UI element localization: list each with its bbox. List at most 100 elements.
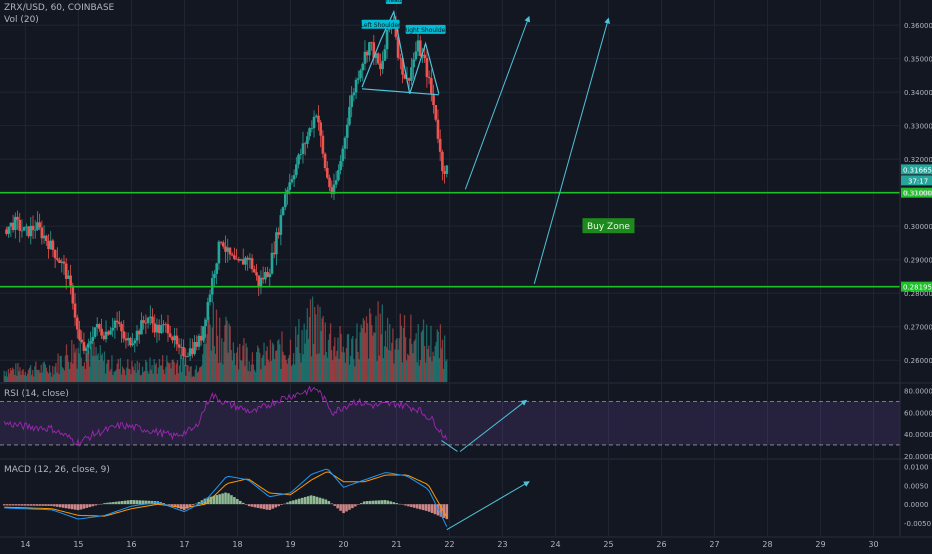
candle-body xyxy=(38,222,41,228)
volume-bar xyxy=(404,337,407,382)
macd-histogram-bar xyxy=(244,504,248,505)
macd-histogram-bar xyxy=(141,500,145,505)
candle-body xyxy=(124,338,128,341)
candle-body xyxy=(252,269,256,273)
volume-bar xyxy=(59,355,61,382)
macd-histogram-bar xyxy=(236,499,239,505)
x-tick-label: 17 xyxy=(179,540,189,549)
volume-bar xyxy=(254,372,257,382)
candle-body xyxy=(432,93,435,106)
macd-histogram-bar xyxy=(374,500,378,505)
volume-bar xyxy=(423,345,426,382)
candle-body xyxy=(403,74,407,79)
volume-bar xyxy=(118,369,120,382)
candle-body xyxy=(365,51,369,56)
volume-bar xyxy=(347,333,350,382)
candle-body xyxy=(319,122,322,136)
volume-bar xyxy=(417,324,419,382)
macd-histogram-bar xyxy=(357,504,360,505)
volume-bar xyxy=(112,375,114,382)
macd-histogram-bar xyxy=(250,504,254,507)
candle-body xyxy=(326,167,329,178)
volume-bar xyxy=(261,357,263,382)
volume-bar xyxy=(131,360,133,382)
candle-body xyxy=(372,42,376,58)
x-tick-label: 28 xyxy=(762,540,772,549)
candle-body xyxy=(140,320,143,335)
volume-bar xyxy=(160,365,163,382)
volume-bar xyxy=(43,361,45,382)
volume-bar xyxy=(269,339,272,382)
candle-body xyxy=(204,319,207,327)
volume-bar xyxy=(88,350,90,382)
volume-bar xyxy=(27,369,30,382)
volume-bar xyxy=(168,363,170,382)
macd-histogram-bar xyxy=(197,501,201,505)
candle-body xyxy=(423,54,426,59)
volume-bar xyxy=(37,369,39,382)
volume-bar xyxy=(123,369,126,382)
candle-body xyxy=(5,229,8,234)
volume-bar xyxy=(357,351,359,382)
buy-zone-box xyxy=(582,218,635,234)
volume-bar xyxy=(373,332,375,382)
macd-histogram-bar xyxy=(401,504,404,505)
volume-bar xyxy=(172,359,174,382)
volume-bar xyxy=(333,346,335,382)
right-shoulder-label: Right Shoulder xyxy=(403,27,448,34)
candle-body xyxy=(186,355,190,357)
volume-bar xyxy=(241,360,243,382)
macd-histogram-bar xyxy=(162,503,165,505)
macd-histogram-bar xyxy=(383,500,387,505)
volume-bar xyxy=(317,304,319,382)
volume-bar xyxy=(414,339,416,382)
volume-bar xyxy=(240,360,242,382)
macd-histogram-bar xyxy=(88,504,92,508)
volume-bar xyxy=(79,336,81,382)
volume-bar xyxy=(359,332,361,382)
candle-body xyxy=(177,344,181,348)
candle-body xyxy=(339,161,342,171)
volume-bar xyxy=(35,361,37,382)
current-price-box xyxy=(901,164,932,175)
candle-body xyxy=(14,216,17,231)
volume-bar xyxy=(78,353,80,382)
volume-bar xyxy=(8,373,11,382)
volume-bar xyxy=(234,364,237,382)
macd-tick-label: -0.0050 xyxy=(904,520,931,528)
volume-bar xyxy=(229,326,231,382)
macd-histogram-bar xyxy=(147,500,151,505)
volume-bar xyxy=(400,325,402,382)
volume-bar xyxy=(194,369,197,382)
candle-body xyxy=(168,333,172,338)
candle-body xyxy=(343,137,347,149)
volume-bar xyxy=(176,360,179,382)
candle-body xyxy=(308,128,311,137)
volume-bar xyxy=(159,365,162,382)
volume-bar xyxy=(210,350,212,382)
volume-bar xyxy=(428,345,430,382)
volume-bar xyxy=(50,372,52,382)
volume-bar xyxy=(220,362,222,382)
volume-bar xyxy=(161,354,164,382)
volume-bar xyxy=(132,366,134,382)
volume-bar xyxy=(419,360,422,382)
macd-histogram-bar xyxy=(76,504,80,511)
volume-bar xyxy=(95,346,97,382)
volume-bar xyxy=(292,353,295,382)
macd-histogram-bar xyxy=(218,494,221,505)
volume-bar xyxy=(45,367,48,382)
volume-bar xyxy=(330,350,333,382)
candle-body xyxy=(53,249,57,259)
volume-bar xyxy=(200,366,202,382)
x-tick-label: 24 xyxy=(550,540,560,549)
volume-bar xyxy=(275,350,277,382)
macd-histogram-bar xyxy=(386,500,390,505)
candle-body xyxy=(345,124,349,138)
neckline xyxy=(361,88,439,96)
volume-bar xyxy=(303,323,305,382)
volume-bar xyxy=(360,324,362,382)
